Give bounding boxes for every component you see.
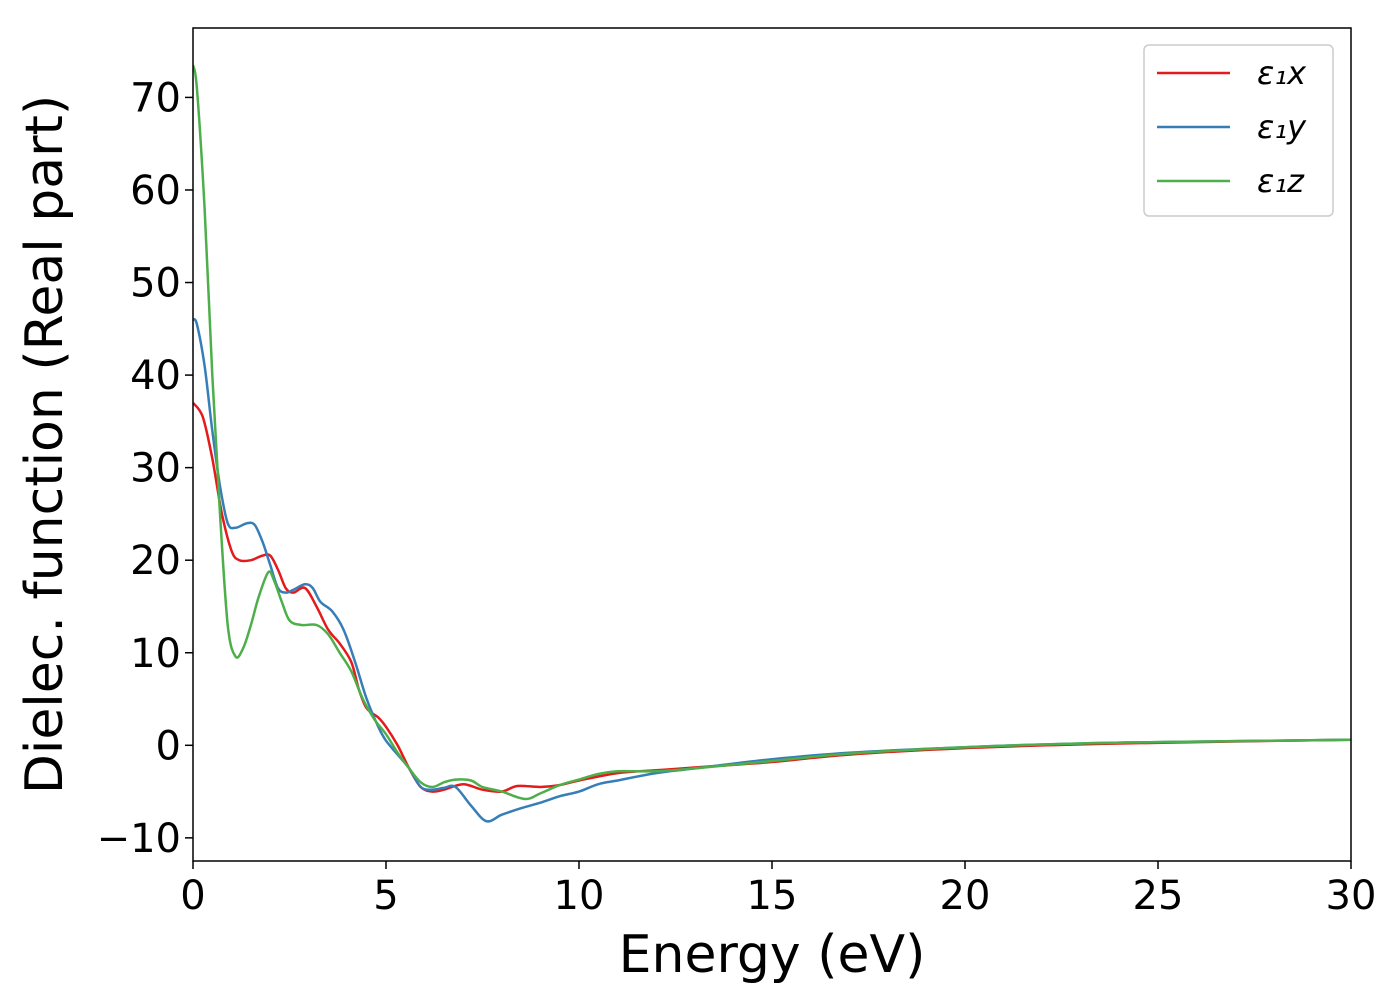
y-tick-label: 50 [130, 261, 181, 307]
series-line-0 [193, 402, 1351, 793]
y-tick-label: 40 [130, 353, 181, 399]
x-tick-label: 5 [373, 873, 398, 919]
y-tick-label: 10 [130, 631, 181, 677]
x-tick-label: 0 [180, 873, 205, 919]
y-tick-label: −10 [97, 816, 181, 862]
series-layer [193, 64, 1351, 823]
y-axis-title: Dielec. function (Real part) [15, 95, 75, 794]
y-tick-label: 60 [130, 168, 181, 214]
legend: ε₁x ε₁y ε₁z [1143, 44, 1334, 217]
x-tick-label: 15 [747, 873, 798, 919]
x-tick-label: 25 [1133, 873, 1184, 919]
x-tick-label: 30 [1326, 873, 1377, 919]
legend-box [1143, 44, 1334, 217]
y-tick-label: 20 [130, 538, 181, 584]
series-line-2 [193, 64, 1351, 801]
series-line-1 [193, 318, 1351, 823]
x-tick-label: 10 [554, 873, 605, 919]
x-tick-label: 20 [940, 873, 991, 919]
y-tick-label: 30 [130, 446, 181, 492]
legend-label-1: ε₁y [1257, 108, 1307, 146]
x-axis-title: Energy (eV) [619, 925, 926, 985]
ticks-layer: 0 5 10 15 20 25 30 −10 0 10 20 30 40 50 60 70 [97, 75, 1377, 919]
y-tick-label: 70 [130, 75, 181, 121]
legend-label-0: ε₁x [1257, 54, 1307, 92]
y-tick-label: 0 [156, 723, 181, 769]
legend-label-2: ε₁z [1257, 162, 1305, 200]
